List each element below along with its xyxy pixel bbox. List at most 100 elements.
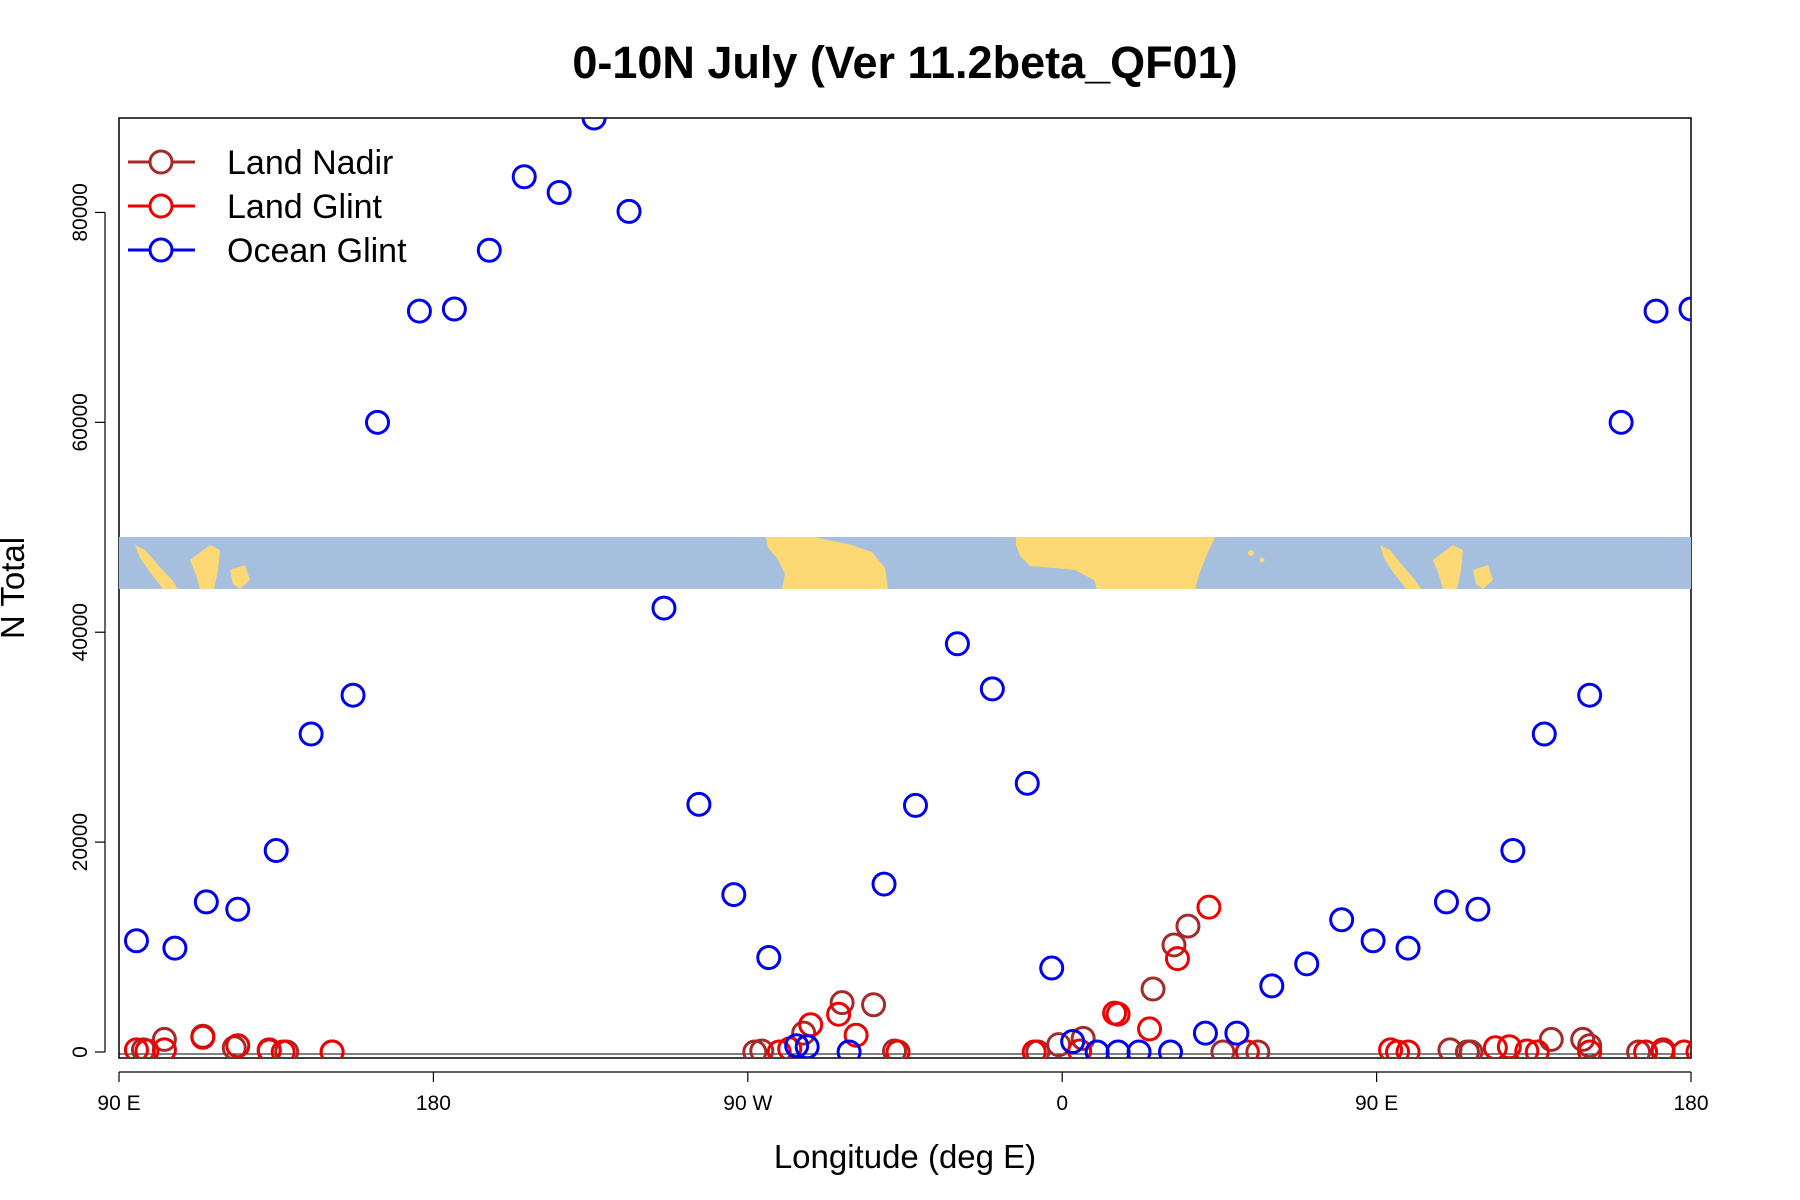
land-glint-point — [1395, 1039, 1421, 1058]
land-nadir-point — [1070, 1025, 1096, 1051]
y-axis: 0 20000 40000 60000 80000 — [69, 183, 106, 1058]
land-glint-point — [766, 1039, 792, 1058]
ocean-glint-point — [1294, 951, 1320, 977]
ocean-glint-point — [365, 409, 391, 435]
ocean-glint-point — [794, 1034, 820, 1058]
ocean-glint-point — [476, 237, 502, 263]
legend-marker-land-glint — [148, 193, 174, 219]
ocean-glint-point — [406, 298, 432, 324]
land-glint-point — [1164, 946, 1190, 972]
land-glint-point — [319, 1039, 345, 1058]
legend-label-land-nadir: Land Nadir — [227, 144, 393, 182]
land-nadir-point — [791, 1020, 817, 1046]
ocean-glint-point — [193, 889, 219, 915]
x-tick-label: 90 E — [97, 1092, 140, 1115]
ocean-glint-point — [784, 1033, 810, 1058]
x-axis: 90 E 180 90 W 0 90 E 180 — [97, 1071, 1709, 1115]
land-glint-point — [270, 1039, 296, 1058]
land-glint-point — [1105, 1001, 1131, 1027]
land-nadir-point — [1245, 1039, 1271, 1058]
map-strip-ocean — [119, 537, 1691, 589]
ocean-glint-point — [1014, 770, 1040, 796]
land-nadir-point — [1538, 1026, 1564, 1052]
land-glint-point — [1524, 1039, 1550, 1058]
map-land-africa — [1016, 537, 1215, 589]
ocean-glint-point — [1105, 1039, 1131, 1058]
land-glint-point — [190, 1024, 216, 1050]
land-nadir-point — [1708, 1041, 1730, 1063]
y-tick-label: 40000 — [69, 603, 92, 661]
ocean-glint-point — [1465, 896, 1491, 922]
land-glint-point — [843, 1022, 869, 1048]
ocean-glint-point — [1433, 889, 1459, 915]
x-tick-label: 90 W — [723, 1092, 772, 1115]
land-glint-point — [134, 1038, 160, 1058]
ocean-glint-point — [162, 935, 188, 961]
ocean-glint-point — [616, 198, 642, 224]
land-glint-point — [1496, 1034, 1522, 1058]
land-glint-point — [1514, 1038, 1540, 1058]
ocean-glint-point — [1192, 1020, 1218, 1046]
map-land-island — [1259, 557, 1265, 563]
map-land-south-america — [766, 537, 888, 589]
x-tick-label: 90 E — [1355, 1092, 1398, 1115]
ocean-glint-point — [1678, 296, 1691, 322]
ocean-glint-point — [1060, 1029, 1086, 1055]
ocean-glint-point — [1259, 973, 1285, 999]
ocean-glint-point — [1329, 907, 1355, 933]
x-tick-label: 0 — [1056, 1092, 1068, 1115]
legend-label-land-glint: Land Glint — [227, 188, 383, 226]
y-tick-label: 80000 — [69, 183, 92, 241]
ocean-glint-point — [546, 180, 572, 206]
ocean-glint-point — [1608, 409, 1634, 435]
land-nadir-point — [829, 990, 855, 1016]
ocean-glint-point — [511, 164, 537, 190]
land-glint-point — [1196, 894, 1222, 920]
data-points — [123, 118, 1730, 1063]
map-land-island — [1248, 550, 1254, 556]
x-tick-label: 180 — [416, 1092, 451, 1115]
land-nadir-point — [1046, 1032, 1072, 1058]
ocean-glint-point — [756, 945, 782, 971]
land-nadir-point — [1175, 913, 1201, 939]
land-nadir-point — [1577, 1033, 1603, 1058]
land-glint-point — [1385, 1039, 1411, 1058]
ocean-glint-point — [1360, 928, 1386, 954]
ocean-glint-point — [721, 882, 747, 908]
ocean-glint-point — [1126, 1039, 1152, 1058]
ocean-glint-point — [1577, 682, 1603, 708]
land-glint-point — [123, 1037, 149, 1058]
ocean-glint-point — [225, 896, 251, 922]
ocean-glint-point — [871, 871, 897, 897]
y-axis-label: N Total — [0, 537, 31, 639]
land-glint-point — [1234, 1039, 1260, 1058]
land-glint-point — [1021, 1039, 1047, 1058]
ocean-glint-point — [836, 1039, 862, 1058]
map-strip — [119, 537, 1691, 589]
legend: Land Nadir Land Glint Ocean Glint — [128, 144, 407, 270]
land-glint-point — [1685, 1041, 1691, 1058]
ocean-glint-point — [1157, 1039, 1183, 1058]
land-nadir-point — [1210, 1039, 1236, 1058]
land-nadir-point — [749, 1038, 775, 1058]
ocean-glint-point — [1643, 298, 1669, 324]
land-glint-point — [256, 1037, 282, 1058]
land-glint-point — [1577, 1039, 1603, 1058]
land-nadir-point — [1626, 1039, 1652, 1058]
ocean-glint-point — [581, 118, 607, 131]
ocean-glint-point — [902, 792, 928, 818]
land-nadir-point — [151, 1026, 177, 1052]
ocean-glint-point — [1224, 1020, 1250, 1046]
land-glint-point — [1671, 1039, 1691, 1058]
map-land-se-asia-left — [135, 545, 250, 589]
ocean-glint-point — [298, 721, 324, 747]
land-glint-point — [225, 1033, 251, 1058]
y-tick-label: 20000 — [69, 813, 92, 871]
ocean-glint-point — [340, 682, 366, 708]
ocean-glint-point — [944, 631, 970, 657]
ocean-glint-point — [1039, 955, 1065, 981]
land-glint-point — [151, 1037, 177, 1058]
land-glint-point — [1378, 1037, 1404, 1058]
land-nadir-point — [1161, 932, 1187, 958]
